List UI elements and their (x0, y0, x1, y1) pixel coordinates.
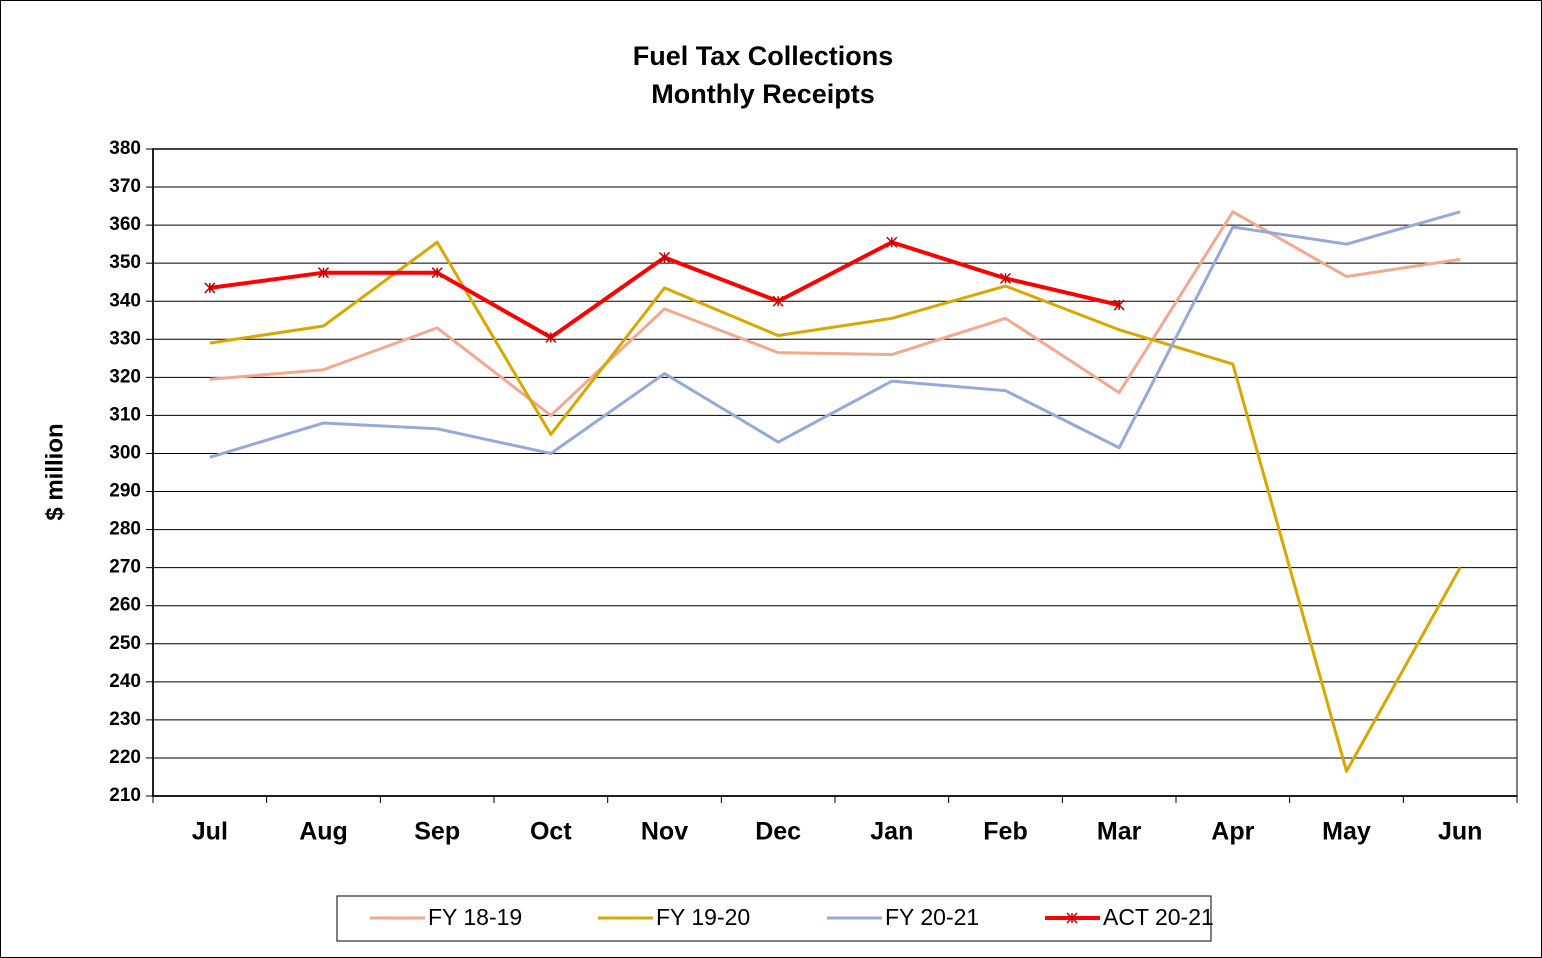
x-tick-label: Sep (414, 818, 460, 846)
series-marker (886, 236, 898, 248)
series-marker (999, 272, 1012, 284)
series-marker (204, 282, 216, 294)
x-tick-label: Oct (530, 818, 572, 846)
y-tick-label: 330 (109, 328, 141, 349)
y-tick-label: 230 (109, 709, 141, 730)
series-marker (658, 251, 671, 263)
y-tick-label: 300 (109, 442, 141, 463)
series-line (209, 240, 1462, 773)
chart-subtitle: Monthly Receipts (651, 79, 875, 109)
legend-label: FY 18-19 (428, 904, 522, 930)
y-axis-label: $ million (41, 423, 68, 520)
chart-title: Fuel Tax Collections (633, 41, 894, 71)
series-marker (431, 267, 443, 279)
x-tick-label: Feb (983, 818, 1027, 846)
series-line (209, 210, 1461, 417)
plot-area (152, 148, 1518, 797)
series-line (209, 210, 1461, 459)
x-tick-label: Jan (870, 818, 913, 846)
x-tick-label: Apr (1211, 818, 1254, 846)
series-marker (772, 295, 784, 307)
y-tick-label: 210 (109, 785, 141, 806)
y-tick-label: 250 (109, 633, 141, 654)
legend-marker (1066, 912, 1078, 924)
y-tick-label: 260 (109, 595, 141, 616)
y-tick-label: 240 (109, 671, 141, 692)
y-tick-label: 270 (109, 557, 141, 578)
legend-label: ACT 20-21 (1103, 904, 1214, 930)
series-marker (1113, 299, 1125, 311)
y-tick-label: 380 (109, 138, 141, 159)
y-tick-label: 280 (109, 519, 141, 540)
series-marker (545, 331, 557, 343)
x-tick-label: Jun (1438, 818, 1482, 846)
x-tick-label: May (1322, 818, 1371, 846)
x-tick-label: Aug (299, 818, 348, 846)
y-tick-label: 320 (109, 366, 141, 387)
x-tick-label: Jul (192, 818, 228, 846)
y-tick-label: 220 (109, 747, 141, 768)
y-tick-label: 340 (109, 290, 141, 311)
y-tick-label: 350 (109, 252, 141, 273)
x-tick-label: Dec (755, 818, 801, 846)
x-tick-label: Mar (1097, 818, 1142, 846)
legend-label: FY 20-21 (885, 904, 979, 930)
x-tick-label: Nov (641, 818, 688, 846)
series-marker (317, 267, 330, 279)
y-tick-label: 290 (109, 481, 141, 502)
y-tick-label: 370 (109, 176, 141, 197)
y-tick-label: 310 (109, 404, 141, 425)
legend-label: FY 19-20 (656, 904, 750, 930)
y-tick-label: 360 (109, 214, 141, 235)
